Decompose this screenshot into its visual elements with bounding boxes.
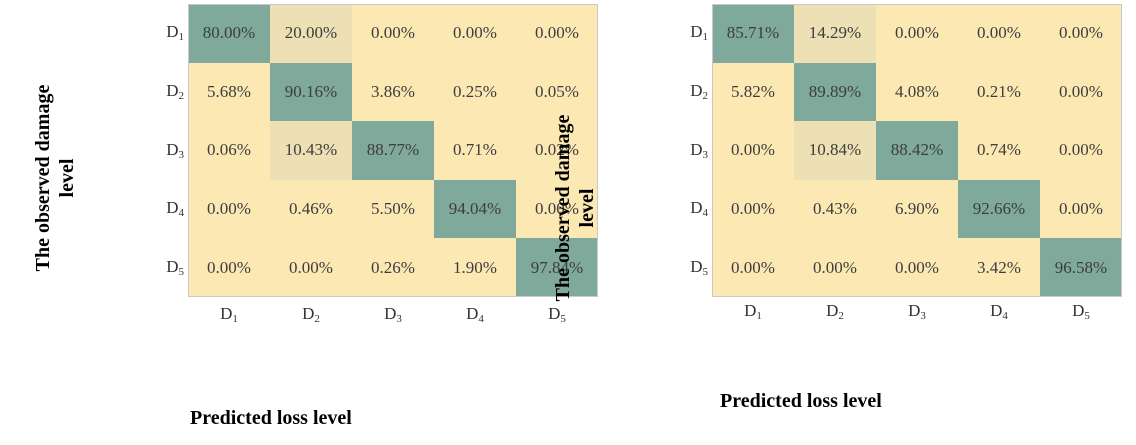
matrix-cell: 0.00% — [876, 238, 958, 297]
matrix-cell: 88.42% — [876, 121, 958, 180]
matrix-cell: 80.00% — [188, 4, 270, 63]
matrix-cell: 96.58% — [1040, 238, 1122, 297]
matrix-cell: 94.04% — [434, 179, 516, 239]
matrix-cell: 0.02% — [516, 121, 598, 180]
matrix-cell: 89.89% — [794, 62, 876, 122]
matrix-cell: 0.00% — [876, 4, 958, 63]
matrix-cell: 0.00% — [516, 4, 598, 63]
matrix-cell: 0.00% — [434, 4, 516, 63]
y-axis-label-line-2: level — [576, 188, 598, 228]
matrix-cell: 0.00% — [1040, 62, 1122, 122]
matrix-cell: 6.90% — [876, 179, 958, 239]
matrix-cell: 85.71% — [712, 4, 794, 63]
matrix-cell: 14.29% — [794, 4, 876, 63]
row-label: D4 — [690, 198, 708, 220]
x-axis-label: Predicted loss level — [190, 407, 352, 429]
row-label: D1 — [690, 22, 708, 44]
matrix-cell: 0.00% — [516, 179, 598, 239]
matrix-cell: 0.26% — [352, 238, 434, 297]
row-label: D2 — [690, 80, 708, 102]
matrix-cell: 0.43% — [794, 179, 876, 239]
matrix-cell: 0.00% — [1040, 4, 1122, 63]
matrix-cell: 5.82% — [712, 62, 794, 122]
matrix-cell: 5.50% — [352, 179, 434, 239]
row-label: D3 — [166, 139, 184, 161]
matrix-cell: 20.00% — [270, 4, 352, 63]
column-label: D5 — [548, 304, 566, 325]
column-label: D1 — [744, 301, 762, 322]
matrix-cell: 0.21% — [958, 62, 1040, 122]
column-label: D3 — [908, 301, 926, 322]
matrix-cell: 3.42% — [958, 238, 1040, 297]
matrix-cell: 0.00% — [352, 4, 434, 63]
column-label: D1 — [220, 304, 238, 325]
matrix-cell: 4.08% — [876, 62, 958, 122]
column-label: D2 — [302, 304, 320, 325]
matrix-cell: 1.90% — [434, 238, 516, 297]
matrix-cell: 10.84% — [794, 121, 876, 180]
matrix-cell: 0.05% — [516, 62, 598, 122]
y-axis-label-line-1: The observed damage — [552, 114, 574, 302]
y-axis-label: The observed damage level — [31, 78, 79, 278]
matrix-cell: 0.06% — [188, 121, 270, 180]
matrix-cell: 97.84% — [516, 238, 598, 297]
column-label: D4 — [990, 301, 1008, 322]
column-label: D5 — [1072, 301, 1090, 322]
row-label: D5 — [166, 256, 184, 278]
matrix-cell: 0.00% — [270, 238, 352, 297]
matrix-cell: 0.00% — [712, 179, 794, 239]
matrix-cell: 0.74% — [958, 121, 1040, 180]
column-label: D4 — [466, 304, 484, 325]
matrix-cell: 0.00% — [712, 121, 794, 180]
matrix-cell: 3.86% — [352, 62, 434, 122]
matrix-cell: 5.68% — [188, 62, 270, 122]
row-label: D2 — [166, 80, 184, 102]
matrix-cell: 10.43% — [270, 121, 352, 180]
matrix-cell: 0.00% — [188, 179, 270, 239]
row-label: D1 — [166, 22, 184, 44]
column-label: D3 — [384, 304, 402, 325]
y-axis-label-line-1: The observed damage — [32, 84, 54, 272]
row-label: D4 — [166, 198, 184, 220]
matrix-cell: 0.00% — [188, 238, 270, 297]
row-label: D5 — [690, 256, 708, 278]
matrix-cell: 90.16% — [270, 62, 352, 122]
matrix-cell: 0.71% — [434, 121, 516, 180]
matrix-cell: 0.00% — [958, 4, 1040, 63]
matrix-cell: 0.46% — [270, 179, 352, 239]
x-axis-label: Predicted loss level — [720, 390, 882, 412]
matrix-cell: 0.00% — [712, 238, 794, 297]
y-axis-label-line-2: level — [56, 158, 78, 198]
matrix-cell: 0.00% — [1040, 121, 1122, 180]
row-label: D3 — [690, 139, 708, 161]
matrix-cell: 92.66% — [958, 179, 1040, 239]
matrix-cell: 0.25% — [434, 62, 516, 122]
column-label: D2 — [826, 301, 844, 322]
matrix-cell: 88.77% — [352, 121, 434, 180]
matrix-cell: 0.00% — [794, 238, 876, 297]
matrix-cell: 0.00% — [1040, 179, 1122, 239]
y-axis-label: The observed damage level — [551, 108, 599, 308]
